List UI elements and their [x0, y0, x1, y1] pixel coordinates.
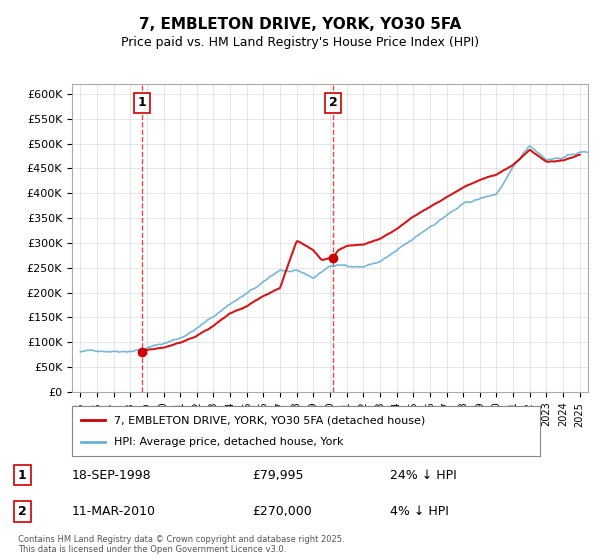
Text: 18-SEP-1998: 18-SEP-1998 [72, 469, 152, 482]
Text: Price paid vs. HM Land Registry's House Price Index (HPI): Price paid vs. HM Land Registry's House … [121, 36, 479, 49]
Text: £270,000: £270,000 [252, 505, 312, 518]
Text: 7, EMBLETON DRIVE, YORK, YO30 5FA (detached house): 7, EMBLETON DRIVE, YORK, YO30 5FA (detac… [114, 415, 425, 425]
Text: 2: 2 [18, 505, 27, 518]
Text: 1: 1 [138, 96, 146, 109]
Text: HPI: Average price, detached house, York: HPI: Average price, detached house, York [114, 437, 344, 447]
Text: 2: 2 [329, 96, 338, 109]
Text: 1: 1 [18, 469, 27, 482]
Text: 11-MAR-2010: 11-MAR-2010 [72, 505, 156, 518]
Text: 7, EMBLETON DRIVE, YORK, YO30 5FA: 7, EMBLETON DRIVE, YORK, YO30 5FA [139, 17, 461, 32]
Text: Contains HM Land Registry data © Crown copyright and database right 2025.
This d: Contains HM Land Registry data © Crown c… [18, 535, 344, 554]
Text: 4% ↓ HPI: 4% ↓ HPI [390, 505, 449, 518]
Text: 24% ↓ HPI: 24% ↓ HPI [390, 469, 457, 482]
Text: £79,995: £79,995 [252, 469, 304, 482]
